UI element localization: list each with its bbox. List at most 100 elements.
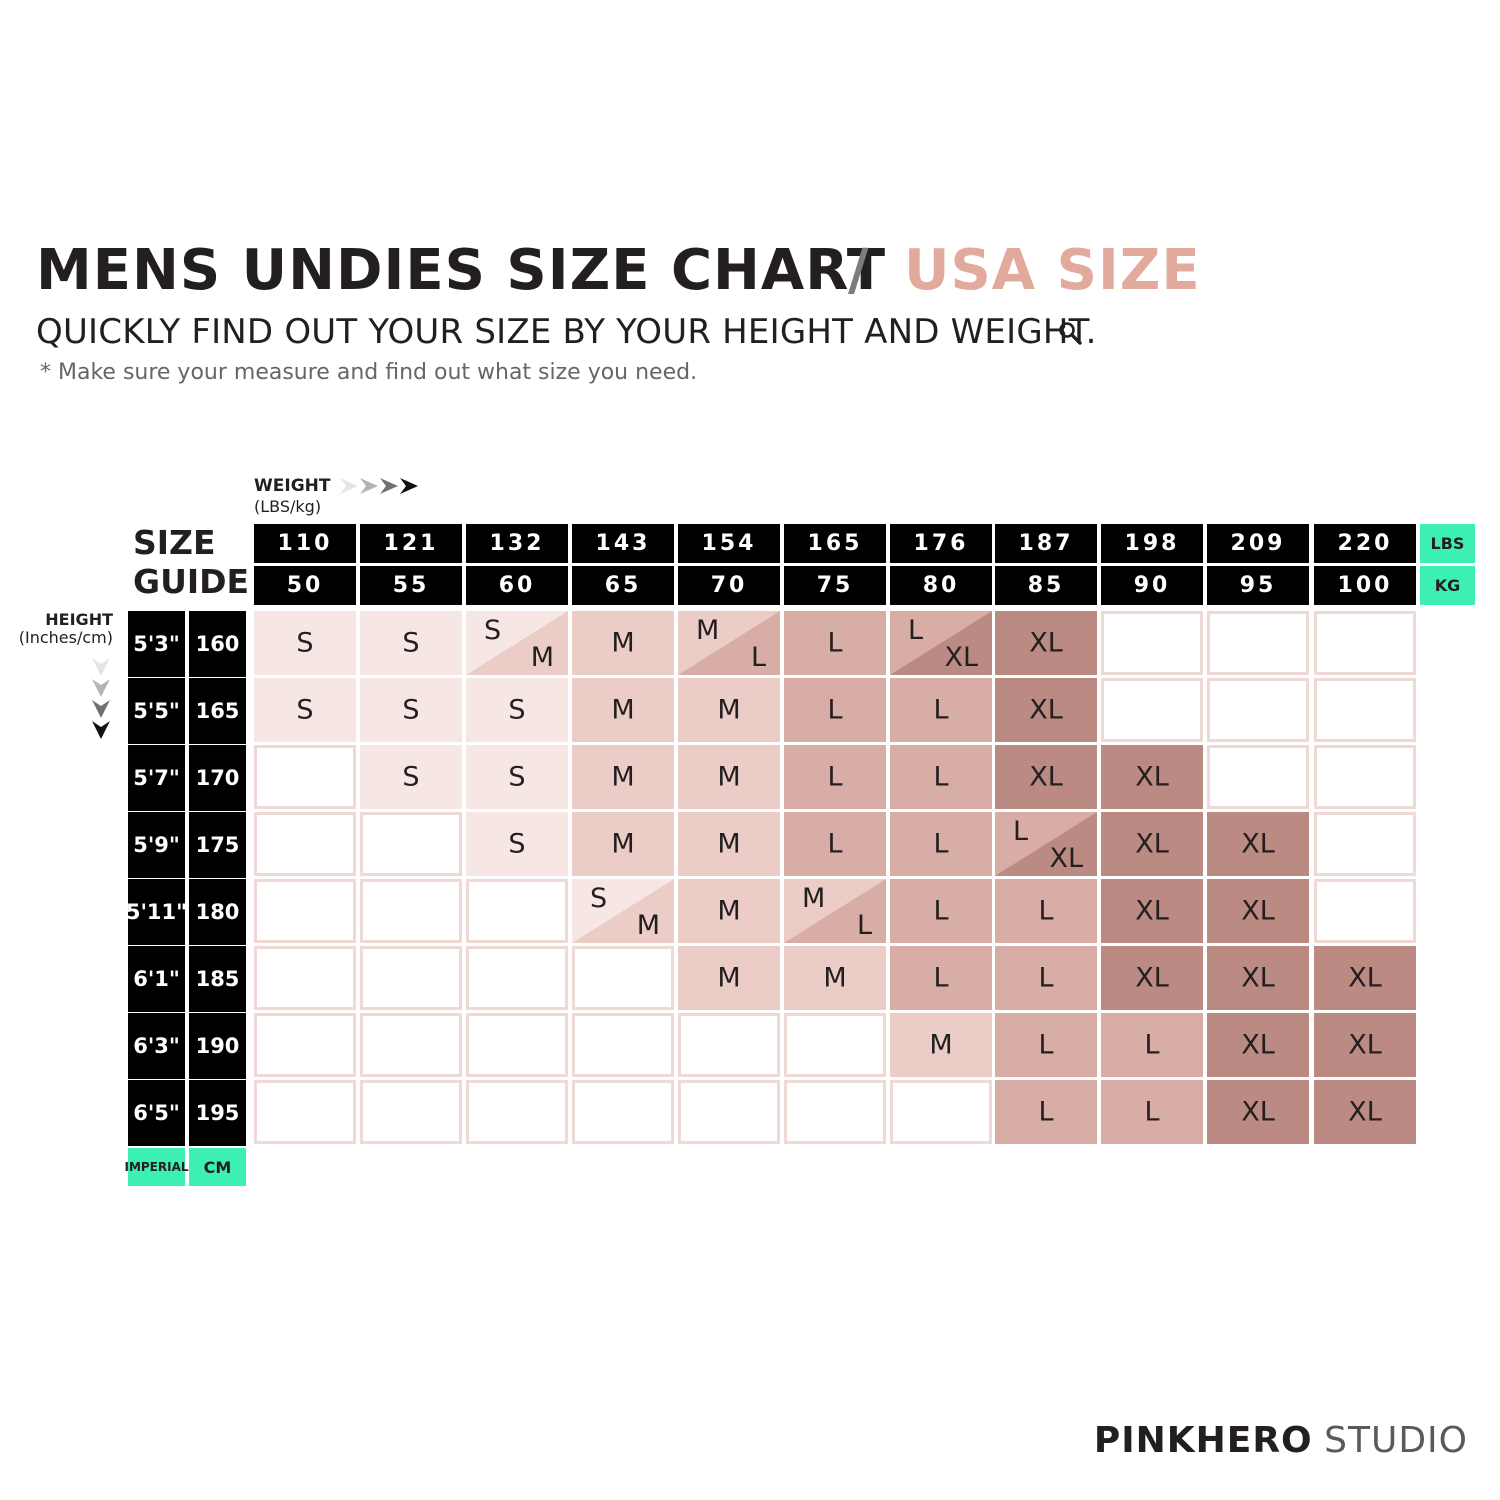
kg-header-cell: 80 bbox=[890, 566, 992, 605]
size-cell: L bbox=[995, 946, 1097, 1010]
size-label: M bbox=[717, 962, 741, 994]
size-cell: XL bbox=[1101, 879, 1203, 943]
size-label: XL bbox=[1348, 962, 1382, 994]
size-label-lower: L bbox=[750, 642, 766, 673]
imperial-unit-badge: IMPERIAL bbox=[124, 1148, 189, 1186]
kg-header-cell: 85 bbox=[995, 566, 1097, 605]
size-cell-empty bbox=[572, 946, 674, 1010]
height-cm-cell: 160 bbox=[189, 611, 246, 677]
size-cell-empty bbox=[360, 1013, 462, 1077]
size-label-upper: S bbox=[590, 883, 608, 914]
size-cell: S bbox=[254, 611, 356, 675]
size-cell: XL bbox=[995, 745, 1097, 809]
height-imperial-cell: 5'5" bbox=[128, 678, 185, 744]
size-label-upper: M bbox=[696, 615, 720, 646]
size-label: XL bbox=[1135, 962, 1169, 994]
size-cell-empty bbox=[360, 1080, 462, 1144]
size-cell-empty bbox=[1314, 745, 1416, 809]
size-label: L bbox=[933, 828, 949, 860]
size-guide-title-line1: SIZE bbox=[133, 523, 216, 562]
lbs-header-cell: 121 bbox=[360, 524, 462, 563]
size-label: L bbox=[933, 962, 949, 994]
size-cell-empty bbox=[360, 879, 462, 943]
size-cell: M bbox=[678, 946, 780, 1010]
size-label: M bbox=[611, 694, 635, 726]
size-label-lower: M bbox=[530, 642, 554, 673]
size-cell: XL bbox=[1101, 745, 1203, 809]
title-separator: / bbox=[848, 238, 869, 303]
size-label: S bbox=[508, 761, 526, 793]
size-label-lower: L bbox=[856, 910, 872, 941]
size-cell: XL bbox=[1101, 946, 1203, 1010]
size-cell-empty bbox=[1314, 678, 1416, 742]
weight-arrows-icon bbox=[340, 478, 418, 494]
size-cell: L bbox=[890, 879, 992, 943]
size-label: M bbox=[717, 828, 741, 860]
size-label-upper: M bbox=[802, 883, 826, 914]
kg-header-cell: 70 bbox=[678, 566, 780, 605]
size-label: XL bbox=[1135, 828, 1169, 860]
cm-unit-badge: CM bbox=[189, 1148, 246, 1186]
size-cell-empty bbox=[254, 1013, 356, 1077]
size-label: L bbox=[1038, 1096, 1054, 1128]
search-icon bbox=[1059, 322, 1082, 345]
lbs-header-cell: 143 bbox=[572, 524, 674, 563]
height-cm-cell: 195 bbox=[189, 1080, 246, 1146]
size-cell-empty bbox=[254, 879, 356, 943]
size-cell: L bbox=[890, 745, 992, 809]
size-cell-split: L XL bbox=[995, 812, 1097, 876]
size-cell: L bbox=[995, 1080, 1097, 1144]
size-label: L bbox=[933, 761, 949, 793]
size-cell: M bbox=[678, 745, 780, 809]
size-label: XL bbox=[1241, 895, 1275, 927]
size-cell: S bbox=[466, 812, 568, 876]
size-cell-empty bbox=[254, 946, 356, 1010]
weight-unit: (LBS/kg) bbox=[254, 497, 322, 516]
size-cell-empty bbox=[466, 946, 568, 1010]
size-label: L bbox=[1038, 895, 1054, 927]
size-cell: XL bbox=[1314, 1080, 1416, 1144]
size-guide-title-line2: GUIDE bbox=[133, 562, 250, 601]
kg-header-cell: 50 bbox=[254, 566, 356, 605]
lbs-header-cell: 220 bbox=[1314, 524, 1416, 563]
size-cell-empty bbox=[1314, 611, 1416, 675]
size-cell-empty bbox=[1207, 678, 1309, 742]
kg-header-cell: 75 bbox=[784, 566, 886, 605]
size-cell: XL bbox=[1314, 1013, 1416, 1077]
kg-header-cell: 95 bbox=[1207, 566, 1309, 605]
size-cell: S bbox=[360, 611, 462, 675]
kg-header-cell: 100 bbox=[1314, 566, 1416, 605]
size-label: L bbox=[933, 694, 949, 726]
size-label: M bbox=[611, 761, 635, 793]
size-label: L bbox=[827, 761, 843, 793]
size-cell-empty bbox=[784, 1013, 886, 1077]
height-cm-cell: 185 bbox=[189, 946, 246, 1012]
size-cell: M bbox=[572, 678, 674, 742]
kg-header-cell: 60 bbox=[466, 566, 568, 605]
size-label: S bbox=[402, 694, 420, 726]
size-cell-empty bbox=[254, 745, 356, 809]
size-cell-empty bbox=[1207, 745, 1309, 809]
height-cm-cell: 170 bbox=[189, 745, 246, 811]
size-cell: XL bbox=[995, 611, 1097, 675]
size-cell: L bbox=[1101, 1080, 1203, 1144]
size-cell: M bbox=[572, 611, 674, 675]
size-label: S bbox=[402, 761, 420, 793]
size-label: M bbox=[717, 761, 741, 793]
size-label: M bbox=[929, 1029, 953, 1061]
size-cell: L bbox=[890, 678, 992, 742]
size-label: XL bbox=[1135, 761, 1169, 793]
height-cm-cell: 180 bbox=[189, 879, 246, 945]
size-label: XL bbox=[1241, 828, 1275, 860]
size-cell-empty bbox=[466, 879, 568, 943]
size-cell: S bbox=[360, 678, 462, 742]
height-imperial-cell: 5'3" bbox=[128, 611, 185, 677]
size-cell-empty bbox=[466, 1013, 568, 1077]
size-cell: XL bbox=[1314, 946, 1416, 1010]
size-label-lower: XL bbox=[944, 642, 978, 673]
size-cell-empty bbox=[1314, 812, 1416, 876]
size-cell: XL bbox=[1207, 1080, 1309, 1144]
